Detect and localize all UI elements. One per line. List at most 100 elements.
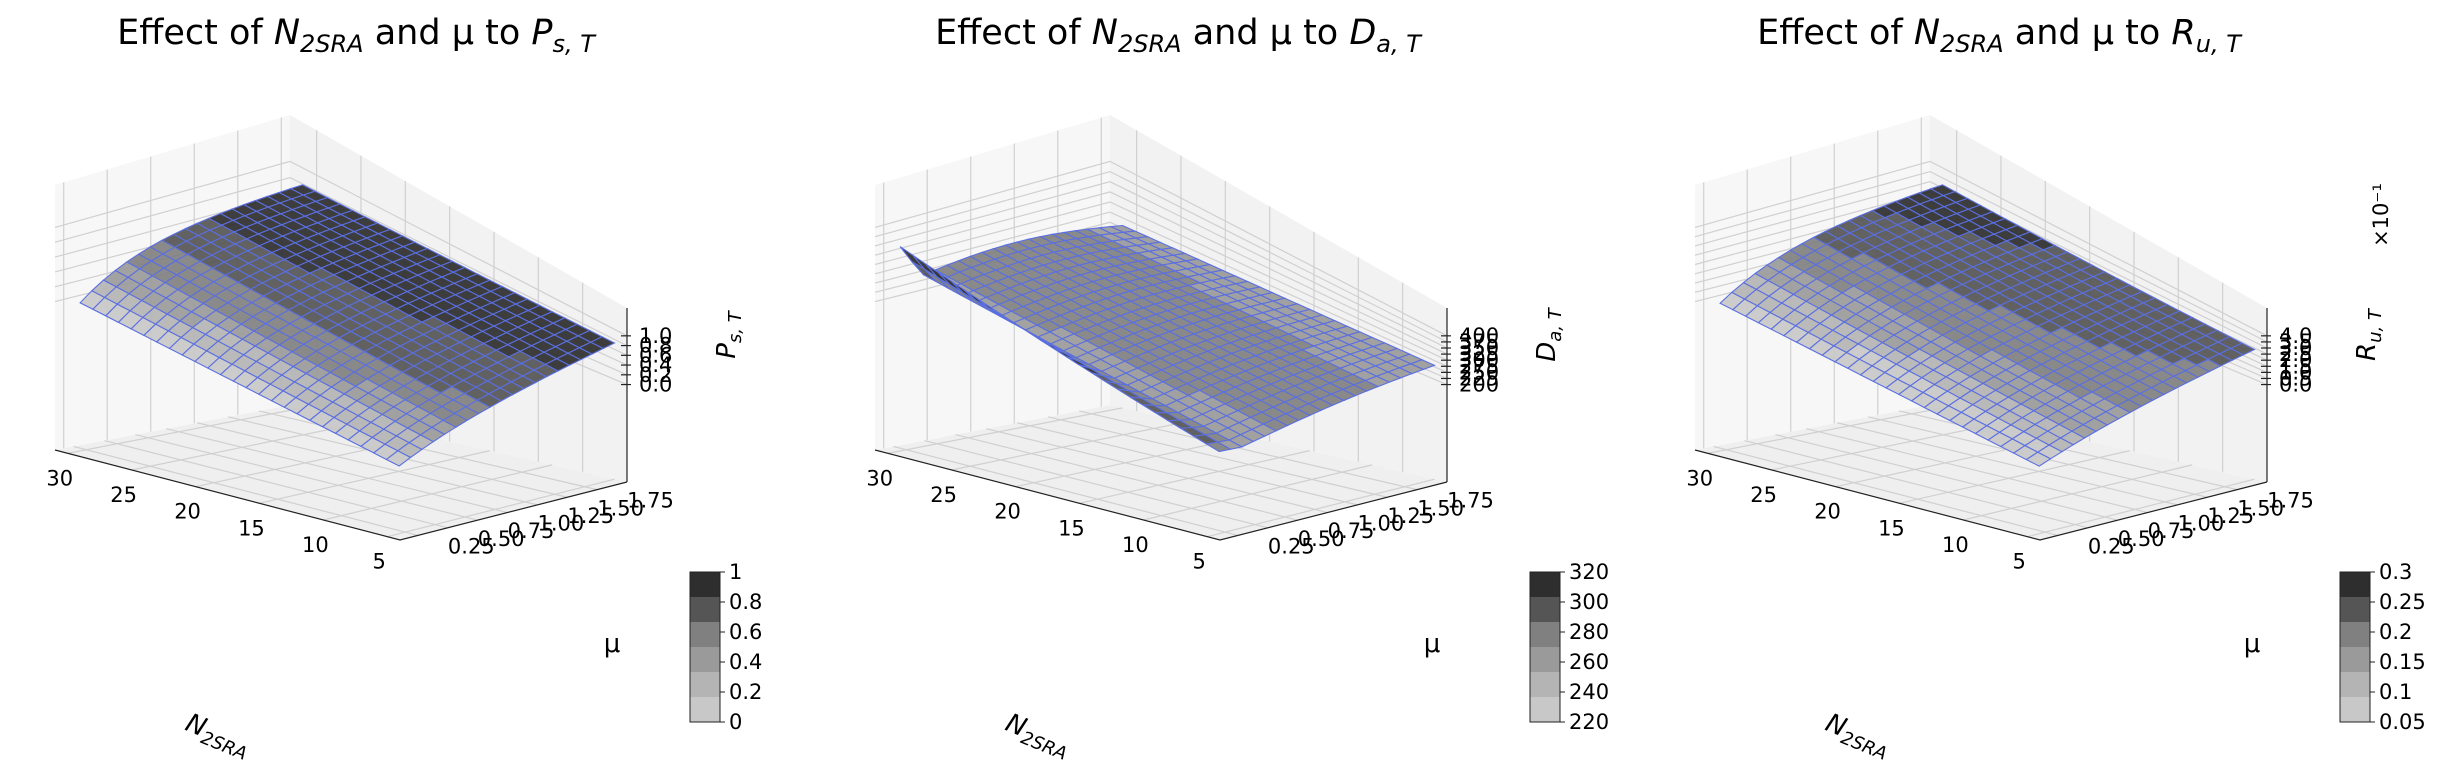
x-tick-label: 15	[238, 516, 265, 540]
chart-panel-1: 302520151050.250.500.751.001.251.501.750…	[46, 13, 762, 762]
colorbar-segment	[1530, 622, 1560, 647]
x-axis-title: N2SRA	[180, 708, 255, 762]
title-mid: and μ to	[364, 13, 532, 53]
y-gridline-floor	[1837, 422, 2178, 506]
z-gridline	[1694, 181, 2268, 349]
x-tick-label: 5	[373, 550, 386, 574]
z-axis-title: Ru, T	[2352, 307, 2386, 361]
z-tick-label: 0.4	[639, 353, 672, 377]
x-gridline-floor	[67, 407, 303, 454]
z-gridline	[874, 201, 1448, 361]
z-axis-multiplier: ×10⁻¹	[2369, 183, 2393, 247]
z-tick-label: 3.5	[2279, 330, 2312, 354]
y-tick-label: 1.75	[2267, 489, 2314, 513]
z-gridline	[874, 181, 1448, 349]
title-var2-sub: s, T	[552, 30, 597, 58]
colorbar-tick-label: 320	[1569, 560, 1609, 584]
y-gridline-floor	[1775, 434, 2118, 521]
z-axis-title: Da, T	[1532, 306, 1566, 362]
colorbar-tick-label: 0.3	[2379, 560, 2412, 584]
colorbar-segment	[2340, 597, 2370, 622]
y-gridline-floor	[135, 434, 478, 521]
y-gridline-floor	[986, 428, 1328, 514]
z-tick-label: 0.6	[639, 343, 672, 367]
y-tick-label: 1.50	[597, 496, 644, 520]
y-tick-label: 0.25	[1268, 534, 1315, 558]
x-gridline-floor	[1771, 421, 2006, 471]
z-gridline	[1694, 170, 2268, 343]
colorbar-segment	[690, 597, 720, 622]
x-axis-title-sub: 2SRA	[1018, 727, 1070, 762]
colorbar-segment	[2340, 572, 2370, 597]
y-gridline-floor	[1744, 439, 2088, 529]
colorbar-tick-label: 0.8	[729, 590, 762, 614]
y-tick-label: 1.25	[2207, 504, 2254, 528]
x-tick-label: 15	[1058, 516, 1085, 540]
colorbar: 220 240 260 280 300 320	[1529, 560, 1609, 734]
title-var1: N	[274, 13, 300, 53]
z-tick-label: 350	[1459, 336, 1499, 360]
x-gridline-floor	[323, 464, 553, 521]
x-axis-title-sub: 2SRA	[198, 727, 250, 762]
colorbar-segment	[2340, 622, 2370, 647]
z-tick-label: 1.0	[2279, 360, 2312, 384]
y-gridline-floor	[1713, 445, 2059, 537]
x-axis-title: N2SRA	[1000, 708, 1075, 762]
x-tick-label: 10	[302, 533, 329, 557]
z-gridline	[54, 176, 628, 347]
chart-title: Effect of N2SRA and μ to Ru, T	[1757, 13, 2243, 58]
z-axis-title-sub: u, T	[2365, 307, 2386, 343]
z-gridline	[874, 191, 1448, 355]
z-tick-label: 4.0	[2279, 324, 2312, 348]
z-gridline	[1694, 160, 2268, 337]
surface-cell	[385, 450, 412, 467]
z-tick-label: 2.0	[2279, 348, 2312, 372]
z-tick-label: 0.0	[2279, 373, 2312, 397]
z-tick-label: 375	[1459, 330, 1499, 354]
title-var1-sub: 2SRA	[1118, 30, 1182, 58]
colorbar-tick-label: 0.6	[729, 620, 762, 644]
x-tick-label: 20	[994, 500, 1021, 524]
z-tick-label: 300	[1459, 348, 1499, 372]
x-tick-label: 20	[174, 500, 201, 524]
colorbar-tick-label: 0.4	[729, 650, 762, 674]
colorbar: 0.05 0.1 0.15 0.2 0.25 0.3	[2339, 560, 2426, 734]
title-var1: N	[1914, 13, 1940, 53]
y-tick-label: 0.75	[508, 519, 555, 543]
colorbar-frame	[2339, 571, 2371, 723]
surface-cell	[2025, 451, 2052, 467]
x-gridline-floor	[1899, 450, 2130, 504]
z-tick-label: 3.0	[2279, 336, 2312, 360]
x-gridline-floor	[2027, 478, 2255, 538]
colorbar-segment	[1530, 647, 1560, 672]
x-gridline-floor	[259, 450, 490, 504]
colorbar-segment	[690, 672, 720, 697]
colorbar-tick-label: 240	[1569, 680, 1609, 704]
y-tick-label: 0.50	[1298, 527, 1345, 551]
y-gridline-floor	[1048, 416, 1388, 498]
z-gridline	[874, 160, 1448, 337]
y-gridline-floor	[104, 439, 448, 529]
y-tick-label: 0.75	[2148, 519, 2195, 543]
z-axis-title-base: P	[712, 343, 742, 359]
y-tick-label: 1.25	[567, 504, 614, 528]
colorbar-tick-label: 0.05	[2379, 710, 2426, 734]
z-tick-label: 250	[1459, 360, 1499, 384]
x-axis-title: N2SRA	[1820, 708, 1895, 762]
y-tick-label: 1.75	[627, 489, 674, 513]
chart-panel-3: 302520151050.250.500.751.001.251.501.750…	[1686, 13, 2425, 762]
x-tick-label: 10	[1942, 533, 1969, 557]
y-tick-label: 1.00	[1358, 512, 1405, 536]
x-gridline-floor	[1963, 464, 2193, 521]
y-tick-label: 1.50	[2237, 496, 2284, 520]
chart-title: Effect of N2SRA and μ to Ps, T	[117, 13, 597, 58]
y-gridline-floor	[1078, 410, 1418, 491]
x-tick-label: 25	[930, 483, 957, 507]
title-var2: D	[1349, 13, 1376, 53]
x-tick-label: 15	[1878, 516, 1905, 540]
colorbar-segment	[1530, 672, 1560, 697]
colorbar-segment	[2340, 672, 2370, 697]
colorbar-tick-label: 0.25	[2379, 590, 2426, 614]
